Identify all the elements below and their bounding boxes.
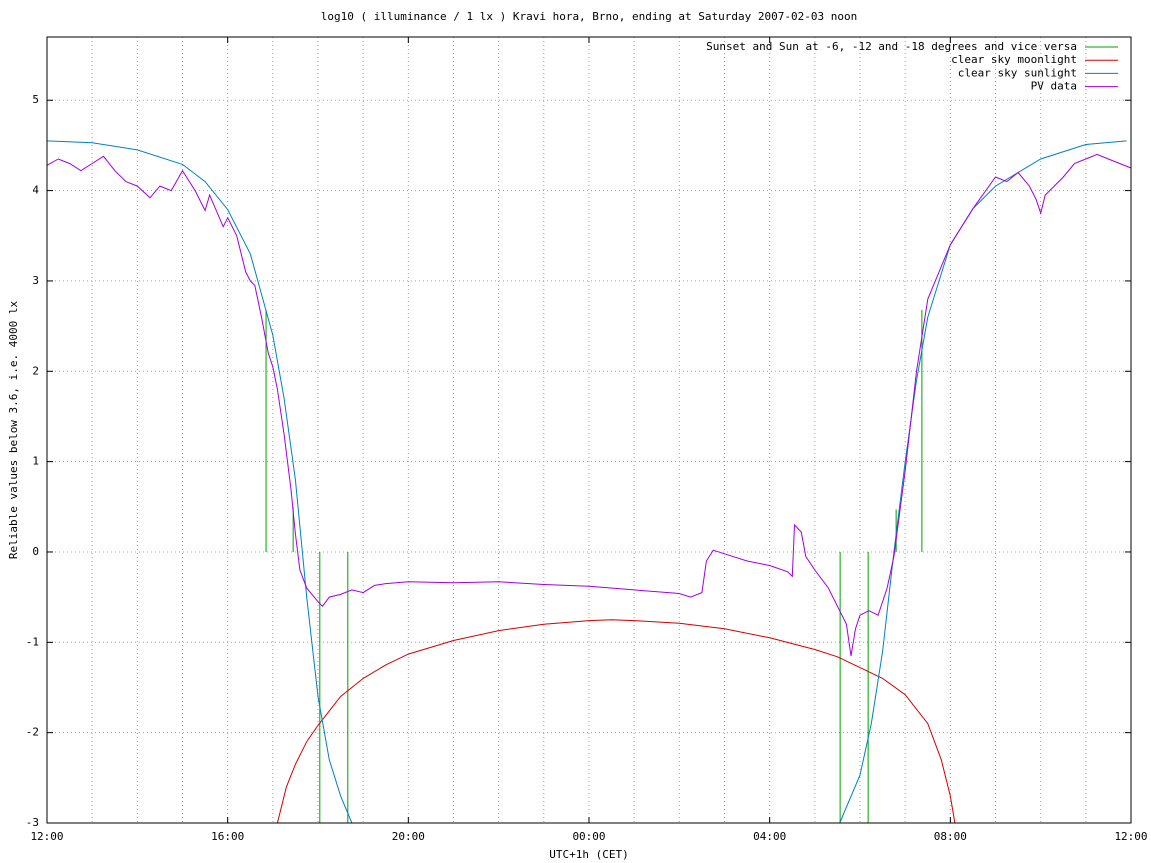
plot-frame xyxy=(46,36,1132,824)
y-tick-label: -1 xyxy=(26,635,39,648)
y-tick-label: -2 xyxy=(26,726,39,739)
y-axis-label: Reliable values below 3.6, i.e. 4000 lx xyxy=(7,300,20,559)
x-tick-label: 12:00 xyxy=(30,830,63,843)
x-axis-label: UTC+1h (CET) xyxy=(549,848,628,861)
x-tick-label: 00:00 xyxy=(572,830,605,843)
series-line xyxy=(46,140,1127,824)
y-tick-label: 5 xyxy=(32,93,39,106)
legend-label: PV data xyxy=(1031,80,1077,93)
series-line xyxy=(276,619,956,824)
x-tick-label: 16:00 xyxy=(211,830,244,843)
y-tick-label: -3 xyxy=(26,816,39,829)
legend-label: clear sky sunlight xyxy=(958,66,1077,79)
x-tick-label: 12:00 xyxy=(1114,830,1147,843)
y-tick-label: 2 xyxy=(32,364,39,377)
chart-title: log10 ( illuminance / 1 lx ) Kravi hora,… xyxy=(321,10,857,23)
series-line xyxy=(46,153,1132,656)
x-tick-label: 04:00 xyxy=(753,830,786,843)
y-tick-label: 4 xyxy=(32,184,39,197)
x-tick-label: 08:00 xyxy=(934,830,967,843)
y-tick-label: 3 xyxy=(32,274,39,287)
legend-label: clear sky moonlight xyxy=(951,53,1077,66)
y-tick-label: 1 xyxy=(32,455,39,468)
y-tick-label: 0 xyxy=(32,545,39,558)
legend-label: Sunset and Sun at -6, -12 and -18 degree… xyxy=(706,40,1077,53)
x-tick-label: 20:00 xyxy=(392,830,425,843)
